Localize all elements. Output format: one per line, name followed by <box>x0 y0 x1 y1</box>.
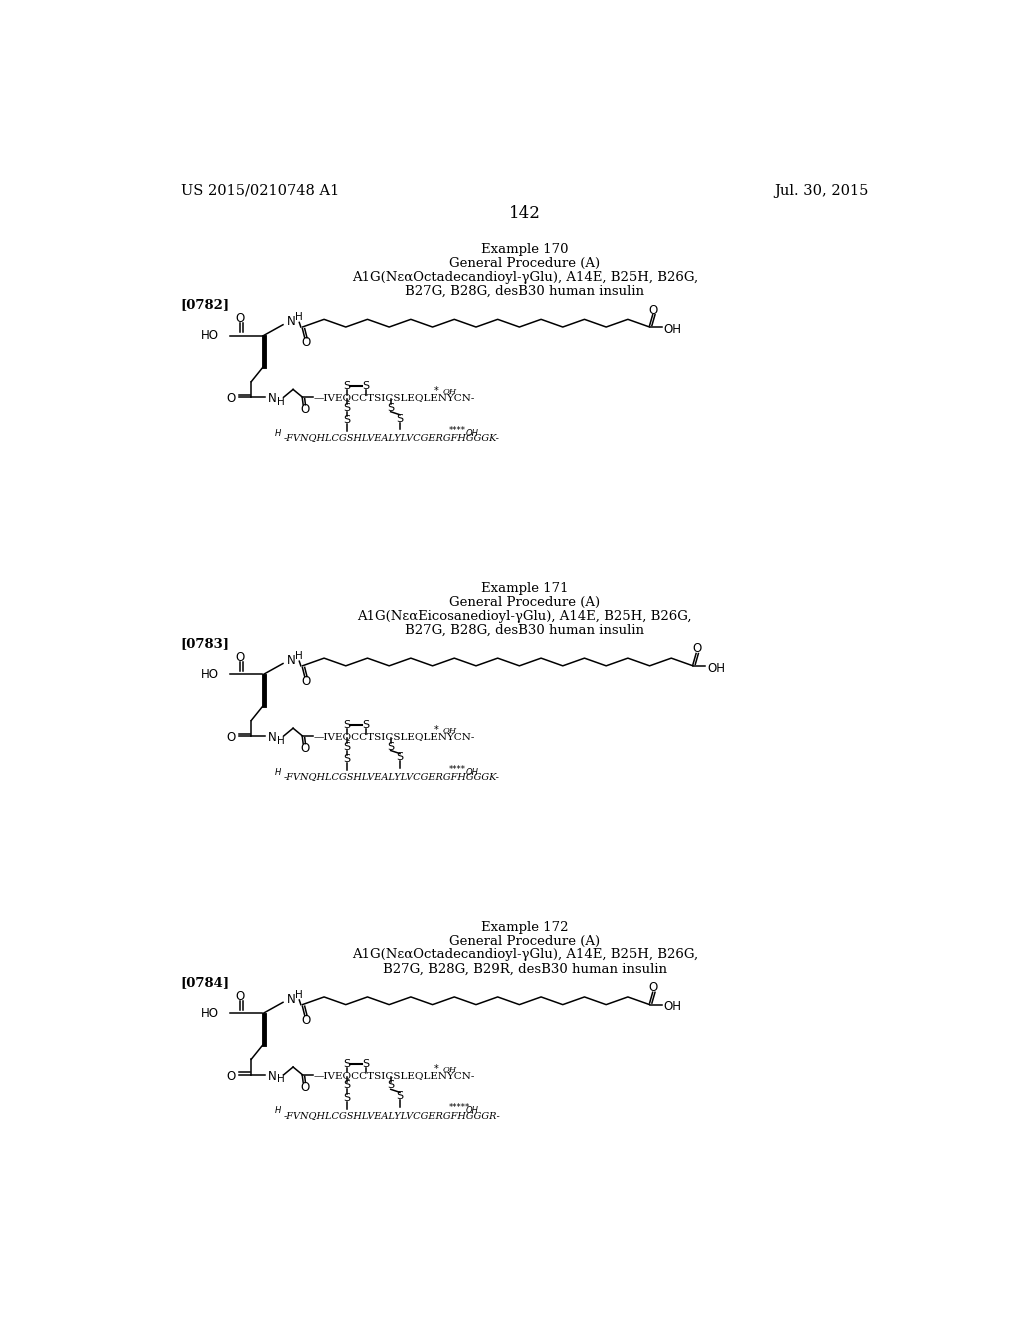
Text: *: * <box>433 1064 438 1073</box>
Text: N: N <box>287 653 296 667</box>
Text: General Procedure (A): General Procedure (A) <box>450 595 600 609</box>
Text: Example 171: Example 171 <box>481 582 568 595</box>
Text: S: S <box>343 403 350 413</box>
Text: -FVNQHLCGSHLVEALYLVCGERGFHGGGK-: -FVNQHLCGSHLVEALYLVCGERGFHGGGK- <box>284 433 500 442</box>
Text: O: O <box>649 981 658 994</box>
Text: OH: OH <box>442 1067 457 1074</box>
Text: —IVEQCCTSICSLEQLENYCN-: —IVEQCCTSICSLEQLENYCN- <box>313 1071 474 1080</box>
Text: S: S <box>362 721 370 730</box>
Text: OH: OH <box>466 768 479 776</box>
Text: H: H <box>274 1106 281 1115</box>
Text: Example 170: Example 170 <box>481 243 568 256</box>
Text: S: S <box>387 403 394 413</box>
Text: General Procedure (A): General Procedure (A) <box>450 935 600 948</box>
Text: ****: **** <box>449 764 466 774</box>
Text: S: S <box>387 742 394 751</box>
Text: O: O <box>300 403 309 416</box>
Text: A1G(NεαOctadecandioyl-γGlu), A14E, B25H, B26G,: A1G(NεαOctadecandioyl-γGlu), A14E, B25H,… <box>351 271 698 284</box>
Text: H: H <box>295 990 302 999</box>
Text: [0783]: [0783] <box>180 638 229 651</box>
Text: O: O <box>302 1014 311 1027</box>
Text: O: O <box>302 335 311 348</box>
Text: *: * <box>433 725 438 735</box>
Text: -FVNQHLCGSHLVEALYLVCGERGFHGGGK-: -FVNQHLCGSHLVEALYLVCGERGFHGGGK- <box>284 772 500 781</box>
Text: US 2015/0210748 A1: US 2015/0210748 A1 <box>180 183 339 198</box>
Text: A1G(NεαEicosanedioyl-γGlu), A14E, B25H, B26G,: A1G(NεαEicosanedioyl-γGlu), A14E, B25H, … <box>357 610 692 623</box>
Text: S: S <box>362 1059 370 1069</box>
Text: O: O <box>236 990 245 1003</box>
Text: S: S <box>343 742 350 751</box>
Text: S: S <box>343 721 350 730</box>
Text: H: H <box>295 651 302 661</box>
Text: O: O <box>692 643 701 656</box>
Text: OH: OH <box>442 727 457 735</box>
Text: *****: ***** <box>449 1104 470 1113</box>
Text: *: * <box>433 385 438 396</box>
Text: A1G(NεαOctadecandioyl-γGlu), A14E, B25H, B26G,: A1G(NεαOctadecandioyl-γGlu), A14E, B25H,… <box>351 948 698 961</box>
Text: O: O <box>226 392 236 405</box>
Text: S: S <box>396 413 403 424</box>
Text: -FVNQHLCGSHLVEALYLVCGERGFHGGGR-: -FVNQHLCGSHLVEALYLVCGERGFHGGGR- <box>284 1111 501 1119</box>
Text: HO: HO <box>201 329 219 342</box>
Text: S: S <box>387 1081 394 1090</box>
Text: H: H <box>295 312 302 322</box>
Text: HO: HO <box>201 1007 219 1019</box>
Text: OH: OH <box>664 323 682 335</box>
Text: OH: OH <box>466 429 479 438</box>
Text: S: S <box>343 381 350 391</box>
Text: H: H <box>274 768 281 776</box>
Text: B27G, B28G, B29R, desB30 human insulin: B27G, B28G, B29R, desB30 human insulin <box>383 962 667 975</box>
Text: OH: OH <box>664 1001 682 1014</box>
Text: S: S <box>343 754 350 764</box>
Text: S: S <box>343 1059 350 1069</box>
Text: O: O <box>226 731 236 744</box>
Text: S: S <box>343 416 350 425</box>
Text: H: H <box>276 735 285 746</box>
Text: 142: 142 <box>509 206 541 222</box>
Text: H: H <box>276 1074 285 1084</box>
Text: O: O <box>300 1081 309 1093</box>
Text: H: H <box>276 397 285 407</box>
Text: General Procedure (A): General Procedure (A) <box>450 257 600 271</box>
Text: —IVEQCCTSICSLEQLENYCN-: —IVEQCCTSICSLEQLENYCN- <box>313 733 474 741</box>
Text: [0782]: [0782] <box>180 298 229 312</box>
Text: H: H <box>274 429 281 438</box>
Text: S: S <box>396 752 403 763</box>
Text: O: O <box>226 1069 236 1082</box>
Text: N: N <box>287 993 296 1006</box>
Text: B27G, B28G, desB30 human insulin: B27G, B28G, desB30 human insulin <box>406 285 644 298</box>
Text: OH: OH <box>442 388 457 396</box>
Text: [0784]: [0784] <box>180 977 229 989</box>
Text: Jul. 30, 2015: Jul. 30, 2015 <box>774 183 869 198</box>
Text: ****: **** <box>449 426 466 434</box>
Text: —IVEQCCTSICSLEQLENYCN-: —IVEQCCTSICSLEQLENYCN- <box>313 393 474 403</box>
Text: N: N <box>287 315 296 329</box>
Text: O: O <box>302 675 311 688</box>
Text: O: O <box>649 304 658 317</box>
Text: OH: OH <box>466 1106 479 1115</box>
Text: N: N <box>268 392 278 405</box>
Text: B27G, B28G, desB30 human insulin: B27G, B28G, desB30 human insulin <box>406 623 644 636</box>
Text: HO: HO <box>201 668 219 681</box>
Text: S: S <box>396 1092 403 1101</box>
Text: N: N <box>268 731 278 744</box>
Text: N: N <box>268 1069 278 1082</box>
Text: O: O <box>236 312 245 325</box>
Text: O: O <box>236 651 245 664</box>
Text: S: S <box>343 1081 350 1090</box>
Text: OH: OH <box>707 661 725 675</box>
Text: Example 172: Example 172 <box>481 921 568 933</box>
Text: S: S <box>343 1093 350 1102</box>
Text: S: S <box>362 381 370 391</box>
Text: O: O <box>300 742 309 755</box>
